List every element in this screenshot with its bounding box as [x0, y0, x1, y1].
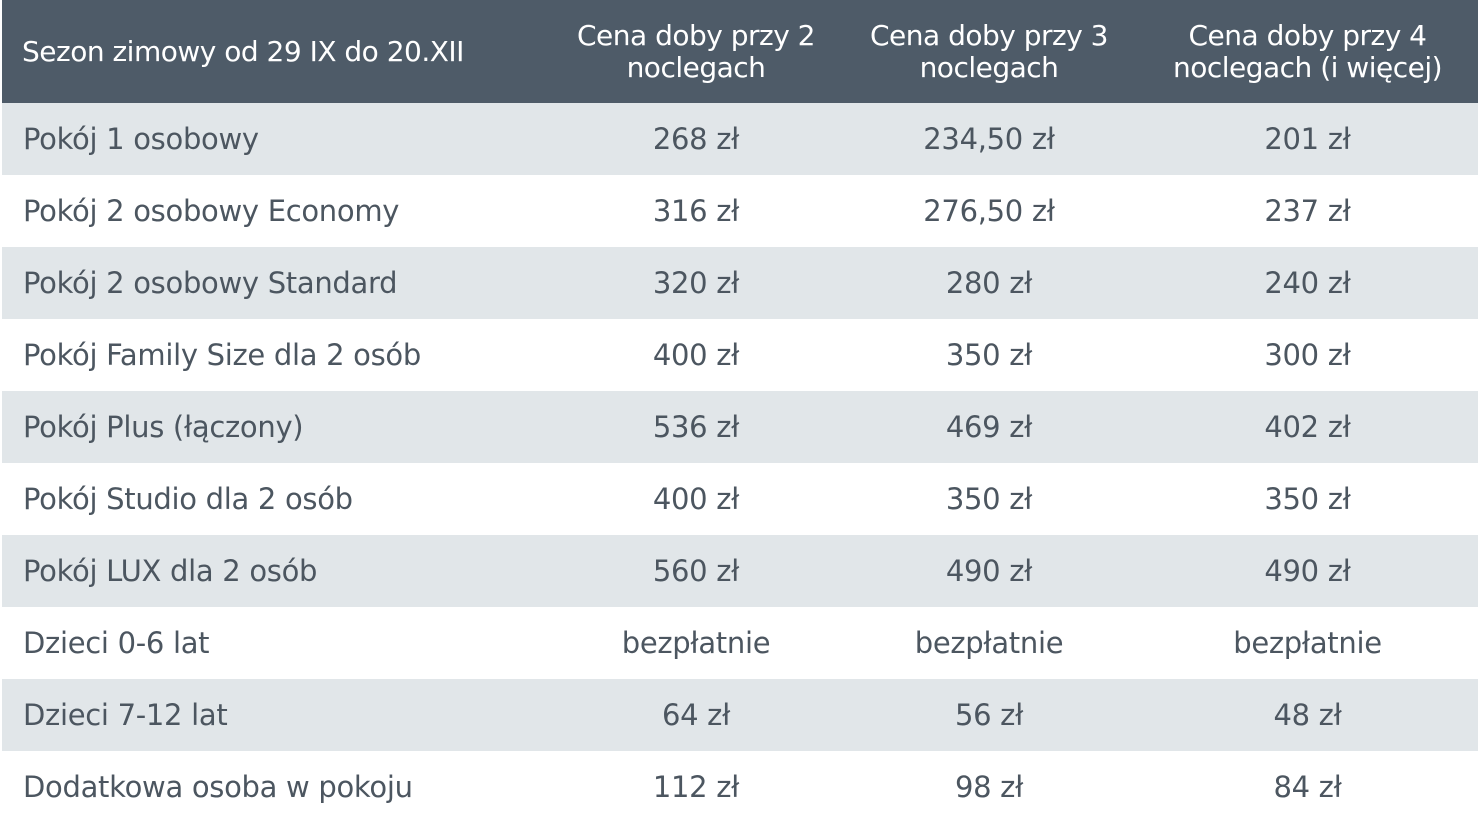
price-3-nights: 98 zł	[954, 770, 1024, 804]
price-3-nights-header: Cena doby przy 3 noclegach	[870, 18, 1109, 84]
price-3-nights: 490 zł	[945, 554, 1033, 588]
price-4-nights: 300 zł	[1264, 338, 1351, 372]
room-type-label: Dzieci 0-6 lat	[23, 626, 210, 660]
price-4-nights-header: Cena doby przy 4 noclegach (i więcej)	[1172, 18, 1443, 84]
price-4-nights: 84 zł	[1273, 770, 1342, 804]
room-type-label: Pokój 2 osobowy Standard	[23, 266, 398, 300]
table-row: Pokój Plus (łączony) 536 zł 469 zł 402 z…	[2, 391, 1478, 463]
price-2-nights: 112 zł	[652, 770, 740, 804]
price-3-nights: 280 zł	[945, 266, 1033, 300]
price-3-nights: 350 zł	[945, 338, 1033, 372]
room-type-label: Pokój Studio dla 2 osób	[23, 482, 353, 516]
price-2-nights: 320 zł	[652, 266, 740, 300]
price-2-nights: 400 zł	[652, 338, 740, 372]
price-2-nights: 536 zł	[652, 410, 740, 444]
price-4-nights: 48 zł	[1273, 698, 1342, 732]
price-3-nights: 276,50 zł	[923, 194, 1055, 228]
room-type-label: Pokój Family Size dla 2 osób	[23, 338, 421, 372]
price-4-nights: 237 zł	[1264, 194, 1351, 228]
price-2-nights: bezpłatnie	[621, 626, 771, 660]
price-2-nights: 268 zł	[652, 122, 740, 156]
price-3-nights: 469 zł	[945, 410, 1033, 444]
header-row: Sezon zimowy od 29 IX do 20.XII Cena dob…	[2, 0, 1478, 103]
price-4-nights: 490 zł	[1264, 554, 1351, 588]
price-2-nights: 400 zł	[652, 482, 740, 516]
price-4-nights: 201 zł	[1264, 122, 1351, 156]
room-type-label: Dzieci 7-12 lat	[23, 698, 228, 732]
table-header: Sezon zimowy od 29 IX do 20.XII Cena dob…	[2, 0, 1478, 103]
price-3-nights: 234,50 zł	[923, 122, 1055, 156]
table-row: Pokój 1 osobowy 268 zł 234,50 zł 201 zł	[2, 103, 1478, 175]
price-2-nights: 560 zł	[652, 554, 740, 588]
room-type-label: Pokój Plus (łączony)	[23, 410, 304, 444]
price-3-nights: bezpłatnie	[914, 626, 1064, 660]
price-4-nights: bezpłatnie	[1233, 626, 1382, 660]
season-header: Sezon zimowy od 29 IX do 20.XII	[22, 34, 464, 68]
table-row: Pokój LUX dla 2 osób 560 zł 490 zł 490 z…	[2, 535, 1478, 607]
price-2-nights-header: Cena doby przy 2 noclegach	[577, 18, 816, 84]
table-row: Dodatkowa osoba w pokoju 112 zł 98 zł 84…	[2, 751, 1478, 823]
price-4-nights: 240 zł	[1264, 266, 1351, 300]
table-row: Pokój 2 osobowy Economy 316 zł 276,50 zł…	[2, 175, 1478, 247]
room-type-label: Pokój LUX dla 2 osób	[23, 554, 318, 588]
table-row: Pokój 2 osobowy Standard 320 zł 280 zł 2…	[2, 247, 1478, 319]
table-row: Pokój Studio dla 2 osób 400 zł 350 zł 35…	[2, 463, 1478, 535]
room-type-label: Dodatkowa osoba w pokoju	[23, 770, 413, 804]
table-row: Dzieci 7-12 lat 64 zł 56 zł 48 zł	[2, 679, 1478, 751]
price-4-nights: 402 zł	[1264, 410, 1351, 444]
price-3-nights: 350 zł	[945, 482, 1033, 516]
price-2-nights: 64 zł	[661, 698, 731, 732]
room-type-label: Pokój 1 osobowy	[23, 122, 259, 156]
table-row: Pokój Family Size dla 2 osób 400 zł 350 …	[2, 319, 1478, 391]
room-type-label: Pokój 2 osobowy Economy	[23, 194, 400, 228]
price-2-nights: 316 zł	[652, 194, 740, 228]
table-body: Pokój 1 osobowy 268 zł 234,50 zł 201 zł …	[2, 103, 1478, 823]
price-3-nights: 56 zł	[954, 698, 1024, 732]
table-row: Dzieci 0-6 lat bezpłatnie bezpłatnie bez…	[2, 607, 1478, 679]
price-4-nights: 350 zł	[1264, 482, 1351, 516]
